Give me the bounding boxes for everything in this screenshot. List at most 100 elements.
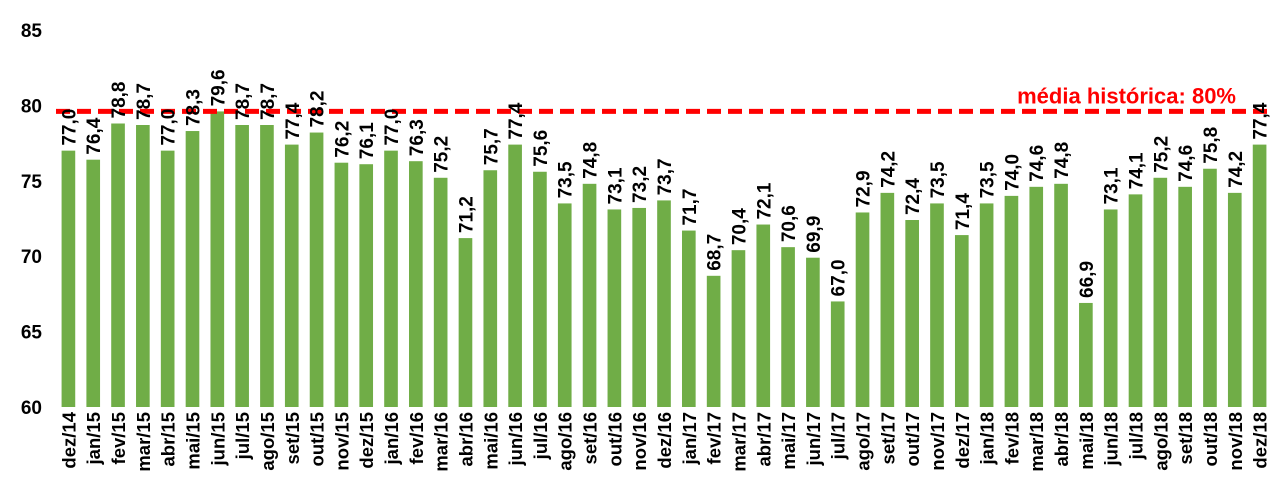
x-tick-label: set/15 <box>282 412 303 464</box>
x-tick-label: jan/15 <box>83 412 104 465</box>
x-tick-label: dez/15 <box>356 412 377 469</box>
x-tick-label: ago/16 <box>555 412 576 471</box>
x-tick-label: abr/16 <box>455 412 476 467</box>
x-tick-label: set/17 <box>877 412 898 464</box>
x-tick-label: mai/15 <box>182 412 203 470</box>
x-tick-label: mai/17 <box>778 412 799 470</box>
x-tick-label: ago/18 <box>1150 412 1171 471</box>
bar <box>830 301 845 407</box>
x-tick-label: out/16 <box>604 412 625 466</box>
bar <box>880 192 895 407</box>
y-tick-label: 70 <box>21 247 42 268</box>
data-label: 74,2 <box>1226 151 1247 188</box>
y-tick-label: 65 <box>21 323 43 344</box>
bar <box>632 207 647 407</box>
x-tick-label: mar/17 <box>728 412 749 472</box>
data-label: 78,7 <box>233 83 254 120</box>
bar <box>384 150 398 407</box>
x-tick-label: out/18 <box>1200 412 1221 466</box>
bar <box>185 131 200 407</box>
x-tick-label: dez/14 <box>58 411 79 468</box>
data-label: 75,2 <box>432 136 453 173</box>
x-tick-label: nov/18 <box>1225 412 1246 471</box>
bar <box>359 164 374 407</box>
data-label: 79,6 <box>208 69 229 106</box>
data-label: 77,0 <box>59 109 80 146</box>
historical-average-label: média histórica: 80% <box>1017 83 1236 108</box>
x-tick-label: jan/16 <box>381 412 402 465</box>
bar <box>930 203 944 407</box>
x-tick-label: jul/16 <box>530 412 551 460</box>
x-tick-label: jul/17 <box>828 412 849 460</box>
x-tick-label: fev/17 <box>704 412 725 464</box>
data-label: 76,4 <box>84 117 105 154</box>
bar <box>334 162 349 407</box>
bar <box>160 150 175 407</box>
bar <box>1203 168 1217 407</box>
bar <box>210 111 225 407</box>
bar <box>706 275 721 407</box>
x-tick-label: jul/18 <box>1126 412 1147 460</box>
data-label: 73,5 <box>928 161 949 198</box>
x-tick-label: dez/16 <box>654 412 675 469</box>
data-label: 75,6 <box>531 130 552 167</box>
x-tick-label: out/17 <box>902 412 923 466</box>
reference-line-group: média histórica: 80% <box>56 83 1272 114</box>
data-label: 75,7 <box>481 128 502 165</box>
x-tick-label: mar/15 <box>133 412 154 472</box>
bar <box>284 144 299 407</box>
data-label: 74,8 <box>1052 142 1073 179</box>
x-tick-label: abr/18 <box>1051 412 1072 467</box>
x-tick-label: set/16 <box>580 412 601 464</box>
x-tick-label: out/15 <box>307 412 328 466</box>
bar <box>756 224 771 407</box>
bar <box>731 250 746 407</box>
x-tick-label: set/18 <box>1175 412 1196 464</box>
y-tick-label: 85 <box>21 21 43 42</box>
bar <box>1128 194 1143 407</box>
x-tick-label: jun/16 <box>505 412 526 466</box>
x-tick-label: fev/16 <box>406 412 427 464</box>
data-label: 74,6 <box>1176 145 1197 182</box>
x-tick-label: mai/18 <box>1076 412 1097 470</box>
bar-series <box>61 111 1267 407</box>
bar <box>458 238 473 407</box>
data-label: 74,6 <box>1027 145 1048 182</box>
bar <box>1178 186 1192 407</box>
data-label: 67,0 <box>829 259 850 296</box>
bar <box>1054 183 1068 407</box>
bar <box>86 159 101 407</box>
y-tick-label: 75 <box>21 172 43 193</box>
bar <box>1029 186 1044 407</box>
x-axis: dez/14 jan/15 fev/15 mar/15 abr/15 mai/15 jun/… <box>58 411 1270 471</box>
x-tick-label: jun/15 <box>207 412 228 466</box>
data-label: 74,1 <box>1127 152 1148 189</box>
data-label: 75,2 <box>1151 136 1172 173</box>
data-label: 77,4 <box>283 102 304 139</box>
data-label: 71,2 <box>456 196 477 233</box>
data-label: 68,7 <box>705 234 726 271</box>
data-label: 76,1 <box>357 122 378 159</box>
x-tick-label: mai/16 <box>480 412 501 470</box>
data-label: 78,3 <box>183 89 204 126</box>
bar <box>61 150 76 407</box>
y-tick-label: 80 <box>21 96 42 117</box>
x-tick-label: mar/16 <box>431 412 452 472</box>
data-label: 66,9 <box>1077 261 1098 298</box>
bar <box>806 257 820 407</box>
bar <box>1252 144 1267 407</box>
x-tick-label: ago/17 <box>853 412 874 471</box>
bar <box>1103 209 1118 407</box>
x-tick-label: dez/17 <box>952 412 973 469</box>
x-tick-label: nov/15 <box>331 412 352 471</box>
data-label: 77,4 <box>506 102 527 139</box>
data-label: 73,1 <box>605 167 626 204</box>
data-label: 77,0 <box>159 109 180 146</box>
data-label: 76,3 <box>407 119 428 156</box>
bar <box>309 132 324 407</box>
x-tick-label: jun/18 <box>1101 412 1122 466</box>
bar <box>607 209 622 407</box>
x-tick-label: nov/16 <box>629 412 650 471</box>
bar <box>235 125 249 407</box>
